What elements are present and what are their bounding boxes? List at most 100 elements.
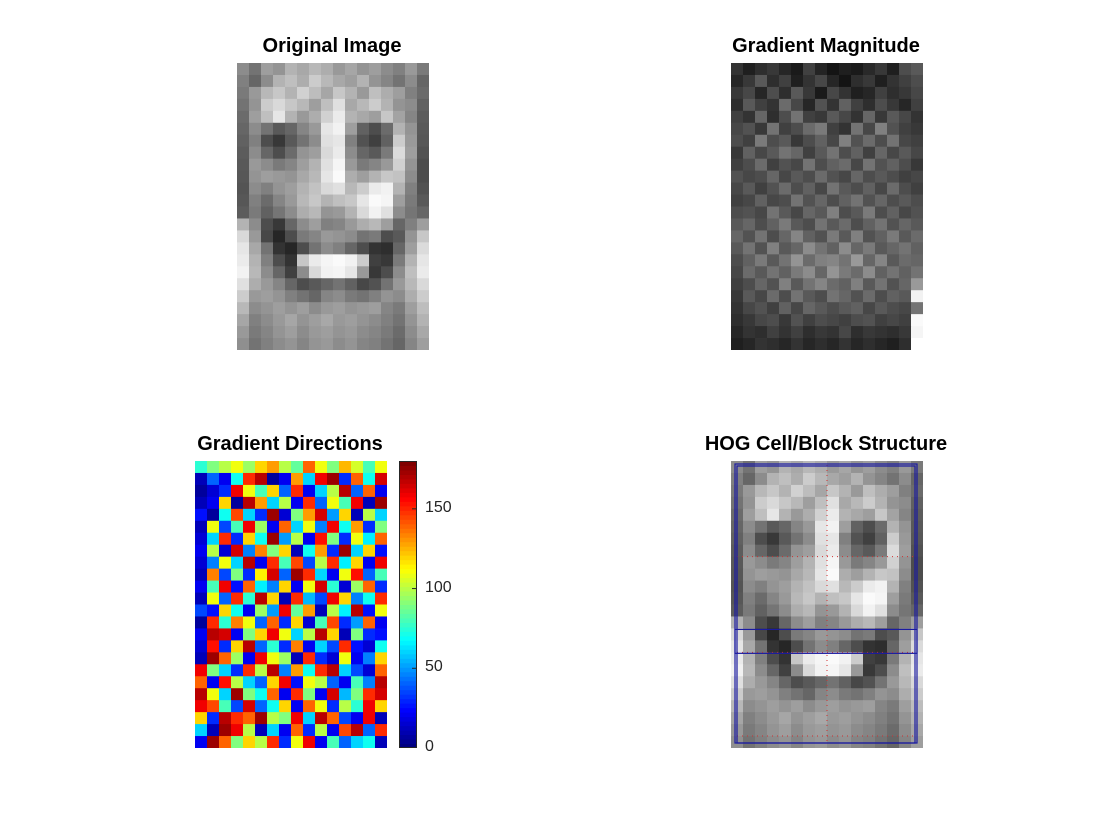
magnitude-pixel-cell xyxy=(755,194,768,207)
colorbar-step xyxy=(399,631,417,637)
direction-pixel-cell xyxy=(375,592,387,605)
direction-pixel-cell xyxy=(363,652,376,665)
magnitude-pixel-cell xyxy=(911,314,923,327)
hog-pixel-cell xyxy=(755,616,768,629)
original-pixel-cell xyxy=(285,194,298,207)
direction-pixel-cell xyxy=(255,628,268,641)
original-pixel-cell xyxy=(285,230,298,243)
original-pixel-cell xyxy=(369,266,382,279)
magnitude-pixel-cell xyxy=(851,230,864,243)
original-pixel-cell xyxy=(333,266,346,279)
magnitude-pixel-cell xyxy=(731,242,744,255)
original-pixel-cell xyxy=(309,254,322,267)
magnitude-pixel-cell xyxy=(815,278,828,291)
colorbar-step xyxy=(399,461,417,466)
original-pixel-cell xyxy=(309,314,322,327)
original-pixel-cell xyxy=(333,194,346,207)
hog-pixel-cell xyxy=(851,628,864,641)
magnitude-pixel-cell xyxy=(899,170,912,183)
original-image-heatmap xyxy=(237,63,429,350)
panel-title-directions: Gradient Directions xyxy=(197,433,383,455)
direction-pixel-cell xyxy=(315,484,328,498)
hog-pixel-cell xyxy=(743,484,756,498)
magnitude-pixel-cell xyxy=(743,302,756,315)
magnitude-pixel-cell xyxy=(743,74,756,88)
original-pixel-cell xyxy=(249,86,262,100)
direction-pixel-cell xyxy=(363,556,376,570)
original-pixel-cell xyxy=(249,122,262,136)
original-pixel-cell xyxy=(369,170,382,183)
hog-pixel-cell xyxy=(839,580,852,593)
direction-pixel-cell xyxy=(267,640,280,653)
magnitude-pixel-cell xyxy=(887,266,900,279)
original-pixel-cell xyxy=(297,170,310,183)
magnitude-pixel-cell xyxy=(887,338,900,350)
colorbar-step xyxy=(399,626,417,632)
hog-pixel-cell xyxy=(839,688,852,701)
magnitude-pixel-cell xyxy=(875,98,888,112)
direction-pixel-cell xyxy=(279,628,292,641)
original-pixel-cell xyxy=(357,74,370,88)
magnitude-pixel-cell xyxy=(791,74,804,88)
magnitude-pixel-cell xyxy=(851,182,864,195)
hog-pixel-cell xyxy=(875,688,888,701)
original-pixel-cell xyxy=(381,314,394,327)
direction-pixel-cell xyxy=(315,616,328,629)
magnitude-pixel-cell xyxy=(815,242,828,255)
original-pixel-cell xyxy=(297,278,310,291)
hog-pixel-cell xyxy=(743,592,756,605)
direction-pixel-cell xyxy=(219,520,232,534)
magnitude-pixel-cell xyxy=(887,230,900,243)
magnitude-pixel-cell xyxy=(887,242,900,255)
original-pixel-cell xyxy=(273,146,286,160)
original-pixel-cell xyxy=(321,194,334,207)
direction-pixel-cell xyxy=(327,496,340,510)
colorbar-step xyxy=(399,577,417,583)
original-pixel-cell xyxy=(417,146,429,160)
original-pixel-cell xyxy=(321,170,334,183)
original-pixel-cell xyxy=(369,86,382,100)
original-pixel-cell xyxy=(357,63,370,76)
original-pixel-cell xyxy=(345,98,358,112)
hog-pixel-cell xyxy=(803,640,816,653)
magnitude-pixel-cell xyxy=(767,170,780,183)
original-pixel-cell xyxy=(249,63,262,76)
hog-pixel-cell xyxy=(803,472,816,486)
direction-pixel-cell xyxy=(279,724,292,737)
magnitude-pixel-cell xyxy=(863,230,876,243)
hog-pixel-cell xyxy=(779,592,792,605)
hog-pixel-cell xyxy=(743,520,756,534)
hog-pixel-cell xyxy=(851,508,864,522)
original-pixel-cell xyxy=(237,63,250,76)
colorbar-step xyxy=(399,662,417,668)
original-pixel-cell xyxy=(417,182,429,195)
direction-pixel-cell xyxy=(327,556,340,570)
hog-pixel-cell xyxy=(755,664,768,677)
hog-pixel-cell xyxy=(899,664,912,677)
original-pixel-cell xyxy=(249,170,262,183)
original-pixel-cell xyxy=(273,170,286,183)
magnitude-pixel-cell xyxy=(743,290,756,303)
magnitude-pixel-cell xyxy=(839,242,852,255)
hog-pixel-cell xyxy=(755,496,768,510)
colorbar-step xyxy=(399,739,417,745)
original-pixel-cell xyxy=(333,182,346,195)
original-pixel-cell xyxy=(381,194,394,207)
colorbar-tick-label: 0 xyxy=(425,738,434,755)
original-pixel-cell xyxy=(321,122,334,136)
direction-pixel-cell xyxy=(231,532,244,546)
magnitude-pixel-cell xyxy=(899,74,912,88)
original-pixel-cell xyxy=(249,230,262,243)
magnitude-pixel-cell xyxy=(887,134,900,148)
hog-pixel-cell xyxy=(743,472,756,486)
hog-pixel-cell xyxy=(899,568,912,581)
colorbar-step xyxy=(399,586,417,592)
magnitude-pixel-cell xyxy=(863,206,876,219)
magnitude-pixel-cell xyxy=(875,74,888,88)
magnitude-pixel-cell xyxy=(815,302,828,315)
original-pixel-cell xyxy=(321,74,334,88)
original-pixel-cell xyxy=(273,110,286,124)
direction-pixel-cell xyxy=(291,556,304,570)
direction-pixel-cell xyxy=(255,496,268,510)
original-pixel-cell xyxy=(405,314,418,327)
